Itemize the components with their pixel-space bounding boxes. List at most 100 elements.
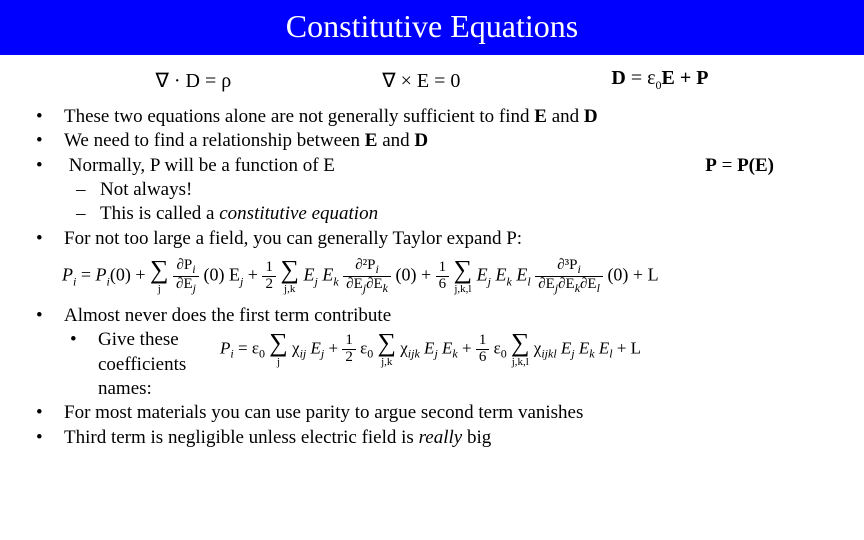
b2c: and bbox=[377, 130, 414, 151]
sum3-sub: j,k,l bbox=[454, 282, 473, 296]
sixth: 16 bbox=[436, 260, 450, 293]
f2d1: ∂E bbox=[346, 276, 363, 292]
b2b: E bbox=[365, 130, 378, 151]
eq-div-d: ∇ · D = ρ bbox=[156, 68, 232, 93]
bullet-3: Normally, P will be a function of E P = … bbox=[30, 154, 834, 178]
b3-text: Normally, P will be a function of E bbox=[69, 155, 335, 176]
f3dm1: ∂E bbox=[558, 276, 575, 292]
bullet-7: For most materials you can use parity to… bbox=[30, 401, 834, 425]
d2a: This is called a bbox=[100, 203, 219, 224]
h1n: 1 bbox=[262, 260, 276, 277]
ce-eq: = ε bbox=[234, 339, 259, 358]
bullet-list-top: These two equations alone are not genera… bbox=[30, 105, 834, 178]
f2n: ∂²P bbox=[355, 257, 375, 273]
bullet-6a: Give these bbox=[64, 328, 220, 352]
ejek-a: E bbox=[303, 265, 314, 285]
sum1: ∑j bbox=[150, 257, 169, 296]
b3eq-lhs: P bbox=[705, 155, 717, 176]
bullet-8: Third term is negligible unless electric… bbox=[30, 426, 834, 450]
chd: 2 bbox=[342, 350, 356, 366]
h1d: 2 bbox=[262, 277, 276, 293]
f1: ∂Pi∂Ej bbox=[173, 258, 199, 294]
b8a: Third term is negligible unless electric… bbox=[64, 427, 419, 448]
csum2: ∑j,k bbox=[377, 330, 396, 369]
ce3b: E bbox=[575, 339, 590, 358]
ejek-k: k bbox=[333, 274, 338, 288]
ce2: ε bbox=[489, 339, 500, 358]
bullet-1: These two equations alone are not genera… bbox=[30, 105, 834, 129]
b8b: really bbox=[419, 427, 463, 448]
eq3-rhs: = ε bbox=[626, 67, 656, 89]
chn: 1 bbox=[342, 333, 356, 350]
coeff-block: Give these coefficients names: Pi = ε0 ∑… bbox=[30, 328, 834, 401]
e3l: l bbox=[527, 274, 530, 288]
e3c: E bbox=[512, 265, 528, 285]
ce3c: E bbox=[595, 339, 610, 358]
chalf: 12 bbox=[342, 333, 356, 366]
dash-2: This is called a constitutive equation bbox=[76, 202, 834, 226]
bullet-4: For not too large a field, you can gener… bbox=[30, 227, 834, 251]
ejek-b: E bbox=[318, 265, 334, 285]
top-equation-row: ∇ · D = ρ ∇ × E = 0 D = ε0E + P bbox=[0, 55, 864, 101]
f1n: ∂P bbox=[176, 257, 192, 273]
tl-t0b: (0) + bbox=[110, 265, 150, 285]
ce-e0: 0 bbox=[259, 347, 265, 361]
ce3a: E bbox=[557, 339, 572, 358]
tl-t0a: P bbox=[96, 265, 107, 285]
csixth: 16 bbox=[476, 333, 490, 366]
chi2: χ bbox=[396, 339, 408, 358]
dash-list: Not always! This is called a constitutiv… bbox=[76, 178, 834, 227]
tl-ph: + bbox=[243, 265, 262, 285]
d2b: constitutive equation bbox=[219, 203, 378, 224]
taylor-expansion-equation: Pi = Pi(0) + ∑j ∂Pi∂Ej (0) Ej + 12 ∑j,k … bbox=[30, 251, 834, 304]
bullet-list-bottom2: For most materials you can use parity to… bbox=[30, 401, 834, 450]
cej: E bbox=[306, 339, 321, 358]
csum1: ∑j bbox=[269, 330, 288, 369]
tl-eq: = bbox=[76, 265, 95, 285]
tl-z2: (0) + bbox=[395, 265, 435, 285]
f3dm2: ∂E bbox=[580, 276, 597, 292]
sxd: 6 bbox=[436, 277, 450, 293]
f2dm: ∂E bbox=[366, 276, 383, 292]
sum2: ∑j,k bbox=[280, 257, 299, 296]
content-area: These two equations alone are not genera… bbox=[0, 101, 864, 450]
b1c: and bbox=[547, 106, 584, 127]
bullet-2: We need to find a relationship between E… bbox=[30, 129, 834, 153]
f3: ∂³Pi∂Ej∂Ek∂El bbox=[535, 258, 603, 294]
ce-tail: + L bbox=[613, 339, 641, 358]
coeff-equation: Pi = ε0 ∑j χij Ej + 12 ε0 ∑j,k χijk Ej E… bbox=[220, 328, 834, 369]
f3ns: i bbox=[578, 262, 581, 276]
sum1-sub: j bbox=[150, 282, 169, 296]
b1a: These two equations alone are not genera… bbox=[64, 106, 534, 127]
eq3-tail: E + P bbox=[662, 67, 709, 89]
sum2-sub: j,k bbox=[280, 282, 299, 296]
bullet-5: Almost never does the first term contrib… bbox=[30, 304, 834, 328]
sxn: 1 bbox=[436, 260, 450, 277]
cs3s: j,k,l bbox=[511, 355, 530, 369]
f1ns: i bbox=[192, 262, 195, 276]
f3d1: ∂E bbox=[538, 276, 555, 292]
eq-p-of-e: P = P(E) bbox=[705, 154, 774, 178]
eq3-d: D bbox=[611, 67, 625, 89]
csxd: 6 bbox=[476, 350, 490, 366]
f1d: ∂E bbox=[176, 276, 193, 292]
ce2b: E bbox=[438, 339, 453, 358]
b8c: big bbox=[462, 427, 491, 448]
csum3: ∑j,k,l bbox=[511, 330, 530, 369]
f3dl: l bbox=[597, 281, 600, 295]
dash-1: Not always! bbox=[76, 178, 834, 202]
b3eq-rhs: P(E) bbox=[737, 155, 774, 176]
bullet-list-bottom: Almost never does the first term contrib… bbox=[30, 304, 834, 328]
chi3s: ijkl bbox=[541, 347, 556, 361]
ce1: ε bbox=[356, 339, 367, 358]
bullet-6b: coefficients names: bbox=[64, 353, 220, 402]
chi2s: ijk bbox=[408, 347, 420, 361]
e3b: E bbox=[491, 265, 507, 285]
tl-ze: (0) E bbox=[203, 265, 239, 285]
coeff-lefttext: Give these coefficients names: bbox=[30, 328, 220, 401]
bullet-4-wrap: For not too large a field, you can gener… bbox=[30, 227, 834, 251]
tl-z3: (0) + L bbox=[607, 265, 658, 285]
chi3: χ bbox=[530, 339, 542, 358]
b1d: D bbox=[584, 106, 598, 127]
b3eq-mid: = bbox=[717, 155, 737, 176]
